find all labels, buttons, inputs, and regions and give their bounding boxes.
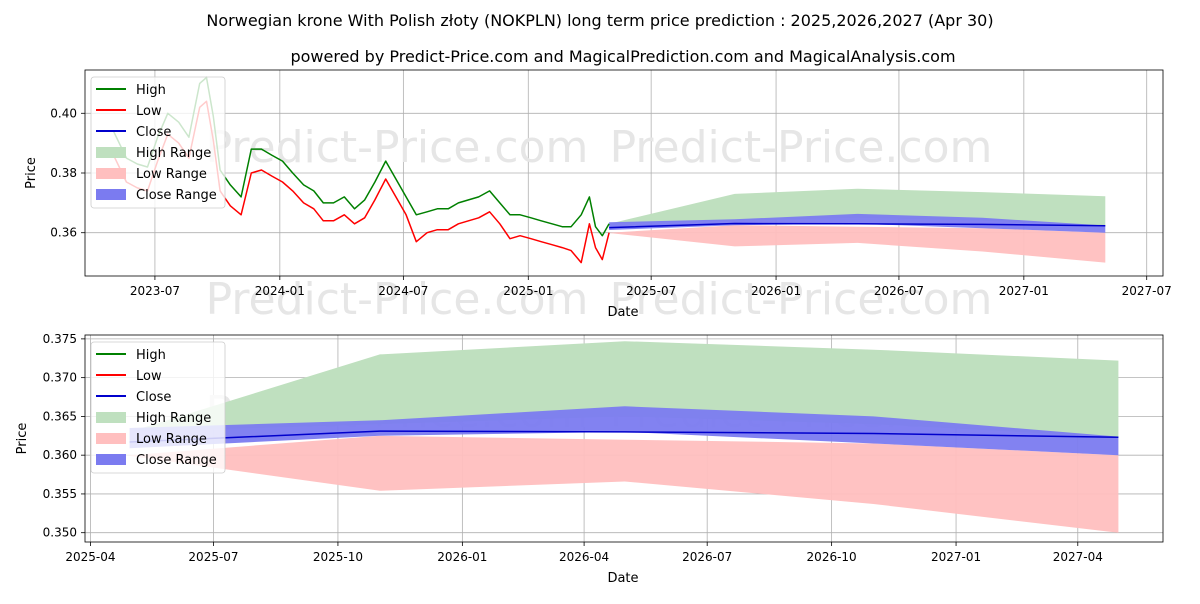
x-tick-label: 2025-07 [188, 550, 238, 564]
y-tick-label: 0.370 [43, 371, 77, 385]
legend-label: High [136, 83, 166, 98]
x-tick-label: 2027-04 [1053, 550, 1103, 564]
x-tick-label: 2027-07 [1122, 284, 1172, 298]
high-range-band [609, 188, 1106, 226]
watermark-text: Predict-Price.com [610, 274, 993, 325]
x-tick-label: 2025-10 [313, 550, 363, 564]
legend-patch-swatch [96, 412, 126, 423]
legend-patch-swatch [96, 189, 126, 200]
watermark-text: Predict-Price.com [206, 122, 589, 173]
x-tick-label: 2023-07 [130, 284, 180, 298]
plot-frame [84, 334, 1164, 543]
y-tick-label: 0.350 [43, 526, 77, 540]
legend-label: Low Range [136, 167, 207, 182]
chart-title: Norwegian krone With Polish złoty (NOKPL… [206, 11, 993, 30]
x-tick-label: 2025-07 [626, 284, 676, 298]
legend-label: High Range [136, 146, 211, 161]
watermark-text: Predict-Price.com [610, 122, 993, 173]
y-tick-label: 0.360 [43, 448, 77, 462]
high-range-band [129, 341, 1119, 438]
y-axis-label: Price [15, 423, 30, 455]
legend-label: Close [136, 125, 171, 140]
legend-label: Close Range [136, 453, 217, 468]
chart-subtitle: powered by Predict-Price.com and Magical… [290, 47, 955, 66]
y-tick-label: 0.36 [50, 226, 77, 240]
legend-patch-swatch [96, 454, 126, 465]
legend-label: Close Range [136, 188, 217, 203]
x-tick-label: 2026-01 [751, 284, 801, 298]
legend-label: Low Range [136, 432, 207, 447]
legend-label: High Range [136, 411, 211, 426]
x-axis-label: Date [607, 571, 638, 586]
legend-label: Close [136, 390, 171, 405]
legend-patch-swatch [96, 168, 126, 179]
y-axis-label: Price [24, 157, 39, 189]
y-tick-label: 0.375 [43, 332, 77, 346]
x-tick-label: 2025-01 [503, 284, 553, 298]
x-axis-label: Date [607, 305, 638, 320]
low-range-band [129, 435, 1119, 533]
legend-patch-swatch [96, 147, 126, 158]
x-tick-label: 2024-01 [255, 284, 305, 298]
close-range-band [129, 406, 1119, 456]
y-tick-label: 0.38 [50, 166, 77, 180]
x-tick-label: 2026-10 [807, 550, 857, 564]
legend-label: Low [136, 104, 162, 119]
x-tick-label: 2024-07 [378, 284, 428, 298]
long-term-chart-panel: Predict-Price.com Predict-Price.com Predic… [24, 69, 1172, 325]
low-range-band [609, 225, 1106, 263]
x-tick-label: 2027-01 [931, 550, 981, 564]
x-tick-label: 2027-01 [999, 284, 1049, 298]
x-tick-label: 2026-04 [559, 550, 609, 564]
y-tick-label: 0.355 [43, 487, 77, 501]
x-tick-label: 2026-01 [437, 550, 487, 564]
watermark-text: Predict-Price.com [206, 274, 589, 325]
legend-label: Low [136, 369, 162, 384]
close-forecast-line [129, 430, 1119, 443]
plot-area [129, 341, 1119, 533]
forecast-zoom-chart-panel: Predict-Price.comPredict-Price.com2025-0… [15, 332, 1164, 586]
x-tick-label: 2025-04 [65, 550, 115, 564]
y-tick-label: 0.40 [50, 106, 77, 120]
close-forecast-line [609, 222, 1106, 229]
legend-label: High [136, 348, 166, 363]
legend-patch-swatch [96, 433, 126, 444]
x-tick-label: 2026-07 [874, 284, 924, 298]
y-tick-label: 0.365 [43, 409, 77, 423]
x-tick-label: 2026-07 [682, 550, 732, 564]
